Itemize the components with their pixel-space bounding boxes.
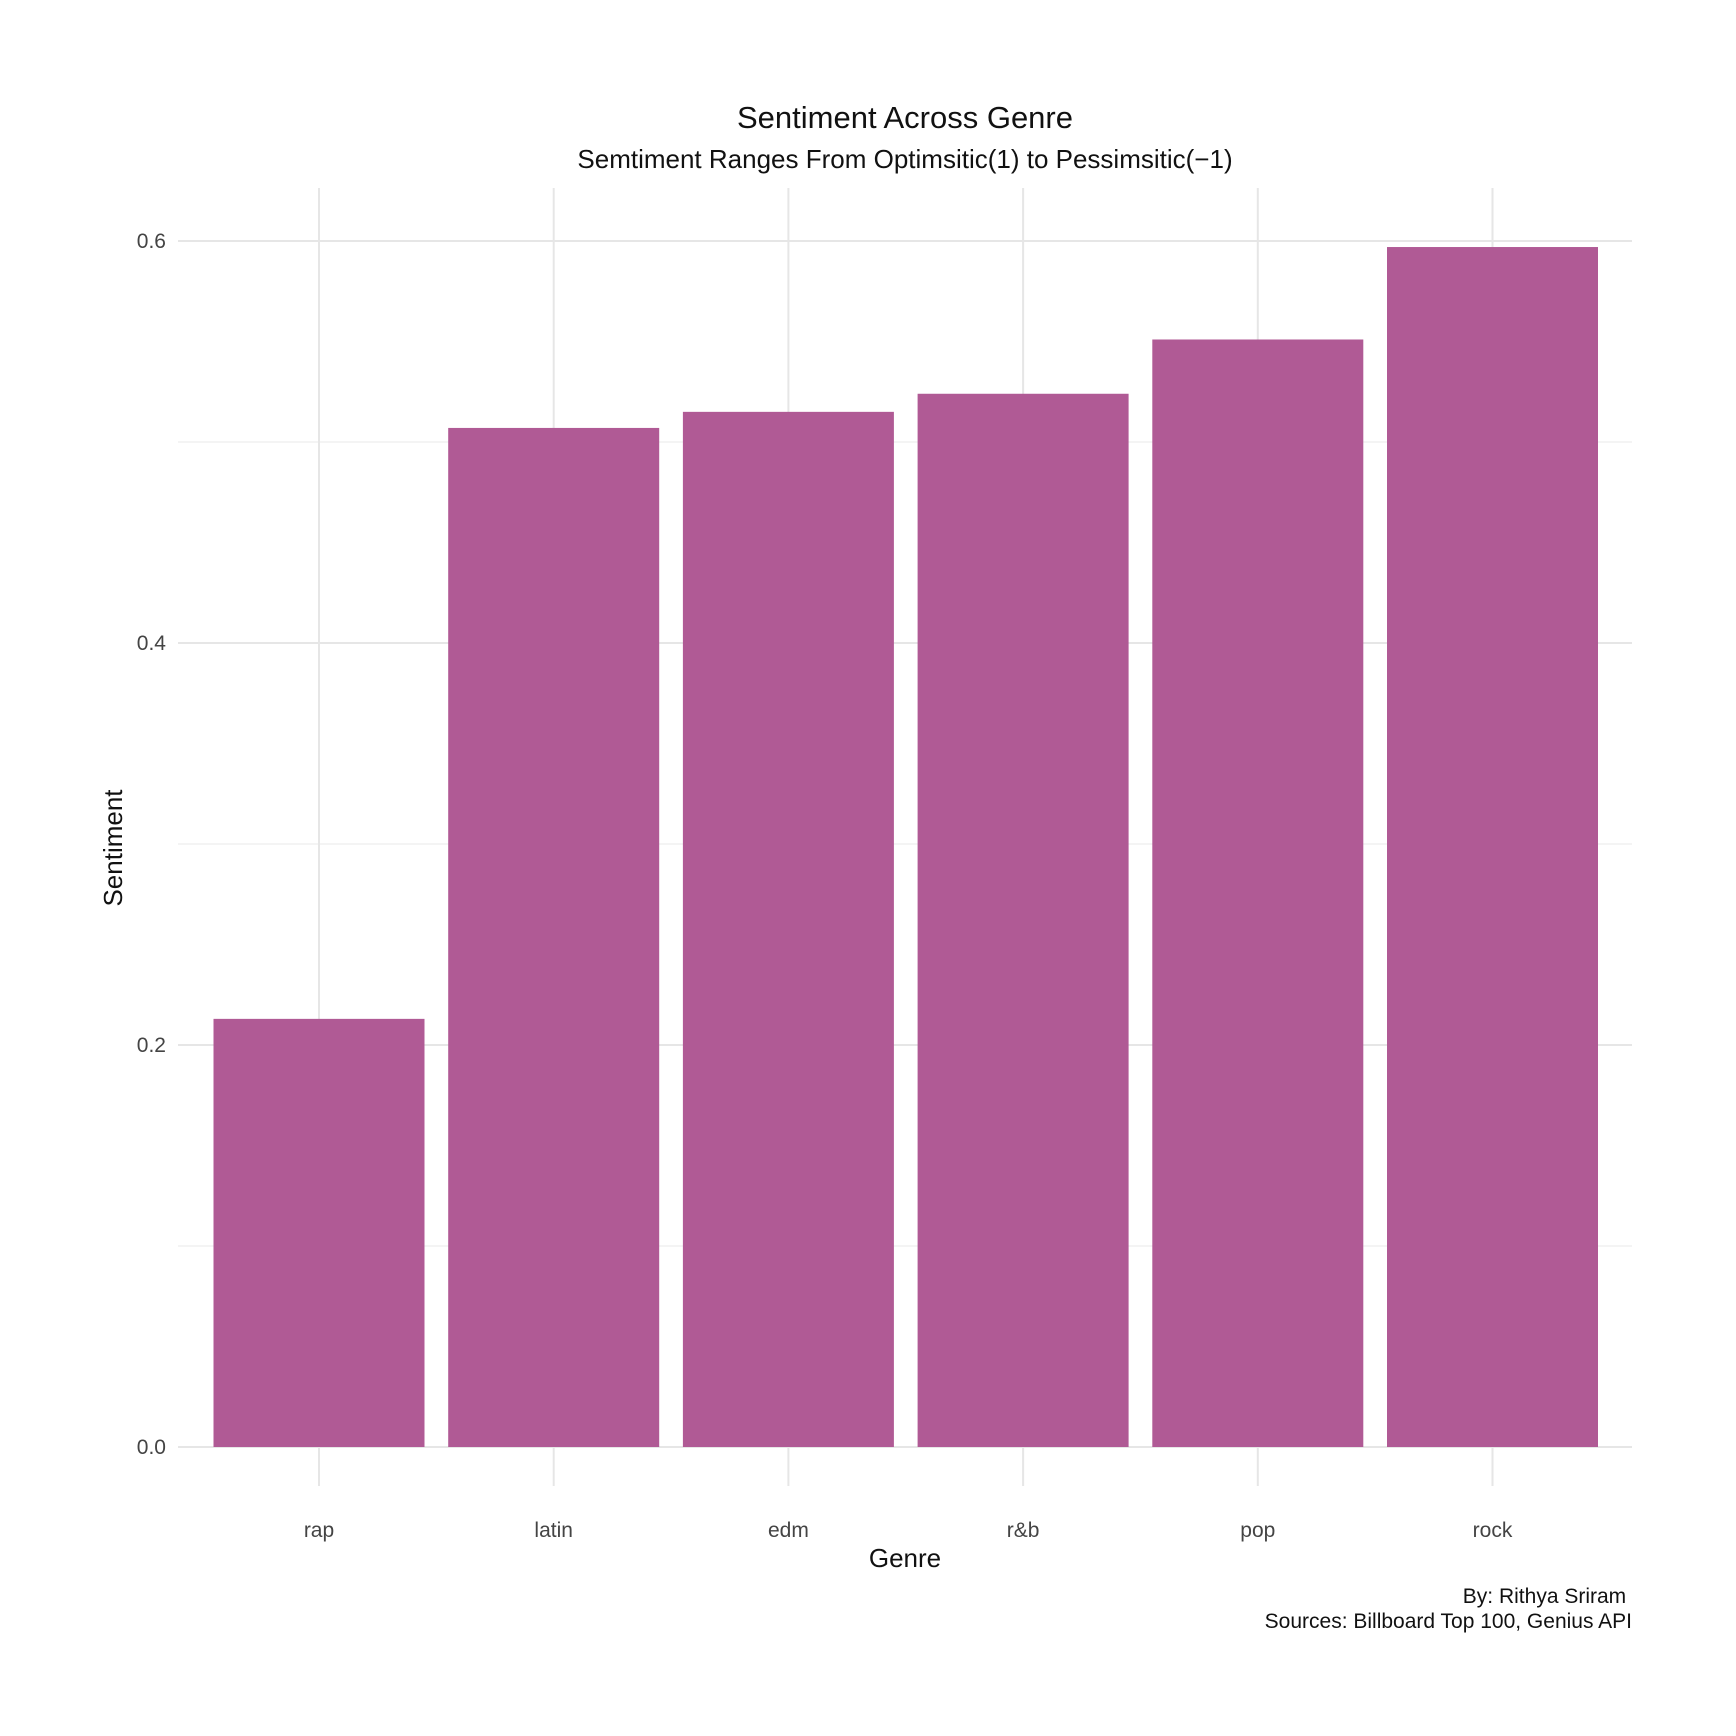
tick-labels: 0.0 0.2 0.4 0.6 rap latin edm r&b pop rock: [137, 230, 1513, 1542]
caption-author: By: Rithya Sriram: [1463, 1585, 1632, 1608]
x-tick-label: rap: [304, 1519, 334, 1542]
x-tick-label: rock: [1473, 1519, 1513, 1542]
x-tick-label: edm: [768, 1519, 809, 1542]
x-tick-label: r&b: [1007, 1519, 1040, 1542]
y-axis-title: Sentiment: [98, 789, 128, 907]
x-tick-label: latin: [534, 1519, 573, 1542]
bar-rap: [213, 1018, 425, 1447]
y-tick-label: 0.2: [137, 1034, 166, 1057]
chart-title: Sentiment Across Genre: [737, 100, 1073, 135]
x-axis-title: Genre: [869, 1543, 941, 1573]
y-tick-label: 0.0: [137, 1436, 166, 1459]
x-tick-label: pop: [1240, 1519, 1275, 1542]
bar-r&b: [917, 393, 1129, 1447]
bar-latin: [448, 427, 660, 1447]
y-tick-label: 0.6: [137, 230, 166, 253]
chart-subtitle: Semtiment Ranges From Optimsitic(1) to P…: [577, 144, 1232, 174]
bar-pop: [1152, 339, 1364, 1447]
caption-sources: Sources: Billboard Top 100, Genius API: [1265, 1610, 1632, 1633]
bars: [213, 247, 1598, 1448]
y-tick-label: 0.4: [137, 632, 167, 655]
bar-rock: [1387, 247, 1598, 1447]
bar-edm: [682, 411, 894, 1448]
